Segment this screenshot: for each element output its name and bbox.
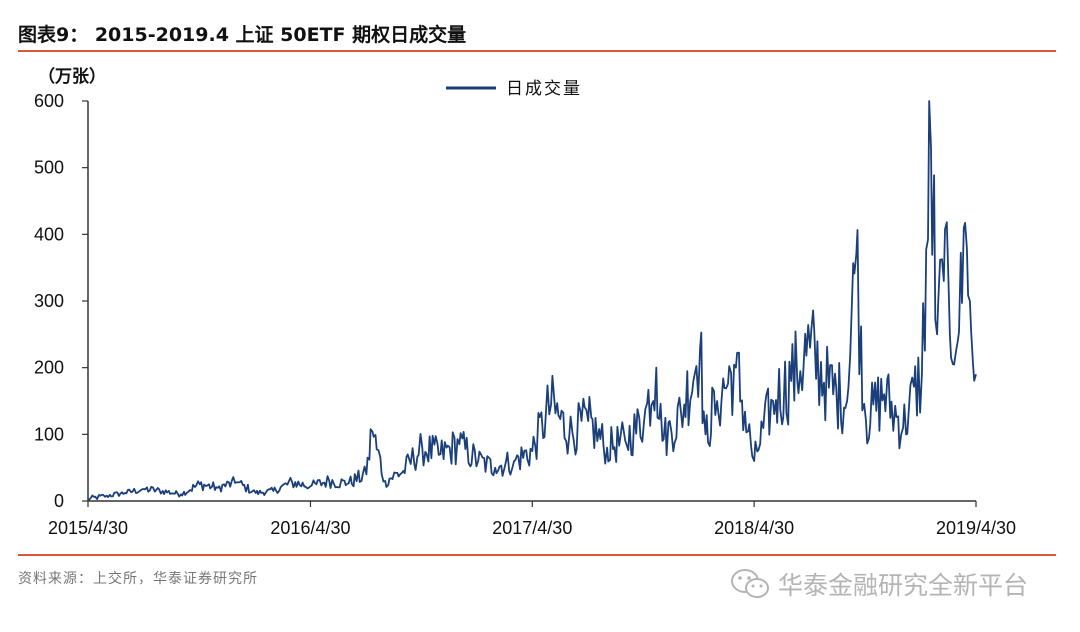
legend-label: 日成交量 [506,79,582,99]
x-tick-label: 2018/4/30 [714,518,794,538]
chart: 0 100 200 300 400 500 600 2015/4/30 2016/4/30 201… [34,66,1016,538]
y-tick-label: 500 [34,158,64,178]
unit-label: （万张） [38,66,106,87]
x-tick-label: 2019/4/30 [936,518,1016,538]
x-tick-label: 2017/4/30 [492,518,572,538]
figure-title: 图表9： 2015-2019.4 上证 50ETF 期权日成交量 [18,24,467,46]
y-tick-label: 400 [34,224,64,244]
source-note: 资料来源：上交所，华泰证券研究所 [18,571,258,587]
y-tick-label: 600 [34,91,64,111]
bottom-divider [18,554,1056,556]
x-tick-label: 2015/4/30 [48,518,128,538]
watermark-text: 华泰金融研究全新平台 [778,571,1029,600]
wechat-icon [731,569,769,598]
x-tick-label: 2016/4/30 [270,518,350,538]
y-tick-label: 0 [54,491,64,511]
y-tick-label: 200 [34,358,64,378]
top-divider [18,50,1056,52]
y-tick-label: 100 [34,424,64,444]
y-tick-label: 300 [34,291,64,311]
watermark: 华泰金融研究全新平台 [730,566,1028,602]
series-line-0 [87,100,977,501]
